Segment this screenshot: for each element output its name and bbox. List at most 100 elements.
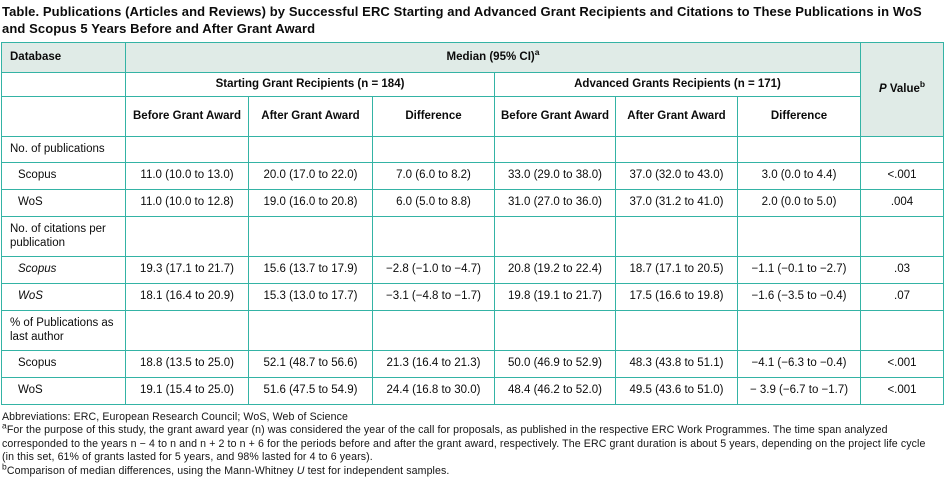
row-label: WoS [1, 377, 126, 405]
value-cell: 51.6 (47.5 to 54.9) [248, 377, 373, 405]
footnote-a-marker: a [2, 420, 7, 431]
p-value-label: Value [889, 82, 920, 95]
empty-cell [372, 310, 495, 351]
value-cell: 18.1 (16.4 to 20.9) [125, 283, 249, 311]
value-cell: 48.4 (46.2 to 52.0) [494, 377, 616, 405]
header-row-3: Before Grant Award After Grant Award Dif… [1, 96, 944, 137]
row-label: WoS [1, 283, 126, 311]
value-cell: 20.0 (17.0 to 22.0) [248, 162, 373, 190]
empty-cell [736, 216, 862, 257]
empty-cell [494, 310, 616, 351]
value-cell: 33.0 (29.0 to 38.0) [494, 162, 616, 190]
publications-table: Database Median (95% CI)a P Valueb Start… [1, 42, 944, 405]
col-header-database: Database [1, 42, 126, 73]
subcol-after-advanced: After Grant Award [615, 96, 738, 137]
value-cell: 19.8 (19.1 to 21.7) [494, 283, 616, 311]
empty-cell [248, 310, 373, 351]
subcol-after-starting: After Grant Award [248, 96, 373, 137]
table-title: Table. Publications (Articles and Review… [2, 4, 922, 36]
footnotes: Abbreviations: ERC, European Research Co… [0, 405, 944, 478]
empty-cell [615, 310, 738, 351]
value-cell: 50.0 (46.9 to 52.9) [494, 350, 616, 378]
empty-cell [372, 216, 495, 257]
value-cell: 49.5 (43.6 to 51.0) [615, 377, 738, 405]
value-cell: 20.8 (19.2 to 22.4) [494, 256, 616, 284]
data-row-last-author-wos: WoS 19.1 (15.4 to 25.0) 51.6 (47.5 to 54… [1, 377, 944, 405]
median-footnote-marker: a [534, 46, 540, 57]
abbreviations-note: Abbreviations: ERC, European Research Co… [2, 411, 348, 423]
data-row-citations-wos: WoS 18.1 (16.4 to 20.9) 15.3 (13.0 to 17… [1, 283, 944, 311]
section-label: No. of citations per publication [1, 216, 126, 257]
footnote-a-text: For the purpose of this study, the grant… [2, 424, 926, 464]
group-header-starting: Starting Grant Recipients (n = 184) [125, 72, 495, 97]
value-cell: −4.1 (−6.3 to −0.4) [736, 350, 862, 378]
section-label: % of Publications as last author [1, 310, 126, 351]
footnote-b-text-post: test for independent samples. [307, 464, 450, 477]
section-row-last-author: % of Publications as last author [1, 310, 944, 351]
p-value-cell: .004 [860, 189, 944, 217]
col-header-median: Median (95% CI)a [124, 42, 862, 73]
value-cell: 15.6 (13.7 to 17.9) [248, 256, 373, 284]
value-cell: 19.1 (15.4 to 25.0) [125, 377, 249, 405]
empty-cell [615, 216, 738, 257]
value-cell: 37.0 (32.0 to 43.0) [615, 162, 738, 190]
value-cell: −1.1 (−0.1 to −2.7) [736, 256, 862, 284]
empty-cell [1, 96, 126, 137]
footnote-b: bComparison of median differences, using… [2, 462, 938, 478]
col-header-p-value: P Valueb [860, 42, 944, 137]
p-value-cell: <.001 [860, 162, 944, 190]
p-value-cell: <.001 [860, 350, 944, 378]
empty-cell [372, 136, 495, 163]
value-cell: 18.7 (17.1 to 20.5) [615, 256, 738, 284]
value-cell: 6.0 (5.0 to 8.8) [372, 189, 495, 217]
data-row-publications-scopus: Scopus 11.0 (10.0 to 13.0) 20.0 (17.0 to… [1, 162, 944, 190]
footnote-b-marker: b [2, 461, 7, 472]
value-cell: −1.6 (−3.5 to −0.4) [736, 283, 862, 311]
subcol-before-advanced: Before Grant Award [494, 96, 616, 137]
row-label: WoS [1, 189, 126, 217]
footnote-b-italic-u: U [296, 464, 305, 477]
header-row-2: Starting Grant Recipients (n = 184) Adva… [1, 72, 944, 97]
value-cell: 7.0 (6.0 to 8.2) [372, 162, 495, 190]
value-cell: 37.0 (31.2 to 41.0) [615, 189, 738, 217]
empty-cell [860, 310, 944, 351]
empty-cell [125, 310, 249, 351]
median-label: Median (95% CI) [446, 50, 535, 63]
p-value-italic-p: P [878, 82, 887, 95]
section-row-citations: No. of citations per publication [1, 216, 944, 257]
header-row-1: Database Median (95% CI)a P Valueb [1, 42, 944, 137]
value-cell: 11.0 (10.0 to 13.0) [125, 162, 249, 190]
value-cell: 24.4 (16.8 to 30.0) [372, 377, 495, 405]
value-cell: 48.3 (43.8 to 51.1) [615, 350, 738, 378]
data-row-publications-wos: WoS 11.0 (10.0 to 12.8) 19.0 (16.0 to 20… [1, 189, 944, 217]
value-cell: 18.8 (13.5 to 25.0) [125, 350, 249, 378]
value-cell: 52.1 (48.7 to 56.6) [248, 350, 373, 378]
empty-cell [494, 216, 616, 257]
empty-cell [860, 216, 944, 257]
value-cell: 19.3 (17.1 to 21.7) [125, 256, 249, 284]
value-cell: 21.3 (16.4 to 21.3) [372, 350, 495, 378]
subcol-difference-advanced: Difference [736, 96, 862, 137]
value-cell: 2.0 (0.0 to 5.0) [736, 189, 862, 217]
value-cell: 17.5 (16.6 to 19.8) [615, 283, 738, 311]
empty-cell [248, 216, 373, 257]
section-label: No. of publications [1, 136, 126, 163]
group-header-advanced: Advanced Grants Recipients (n = 171) [493, 72, 862, 97]
empty-cell [860, 136, 944, 163]
subcol-difference-starting: Difference [372, 96, 495, 137]
p-value-footnote-marker: b [919, 78, 926, 89]
data-row-citations-scopus: Scopus 19.3 (17.1 to 21.7) 15.6 (13.7 to… [1, 256, 944, 284]
row-label: Scopus [1, 256, 126, 284]
value-cell: − 3.9 (−6.7 to −1.7) [736, 377, 862, 405]
data-row-last-author-scopus: Scopus 18.8 (13.5 to 25.0) 52.1 (48.7 to… [1, 350, 944, 378]
p-value-cell: .03 [860, 256, 944, 284]
empty-cell [615, 136, 738, 163]
empty-cell [494, 136, 616, 163]
value-cell: −3.1 (−4.8 to −1.7) [372, 283, 495, 311]
subcol-before-starting: Before Grant Award [125, 96, 249, 137]
section-row-publications: No. of publications [1, 136, 944, 163]
row-label: Scopus [1, 162, 126, 190]
footnote-b-text-pre: Comparison of median differences, using … [6, 464, 294, 477]
row-label: Scopus [1, 350, 126, 378]
